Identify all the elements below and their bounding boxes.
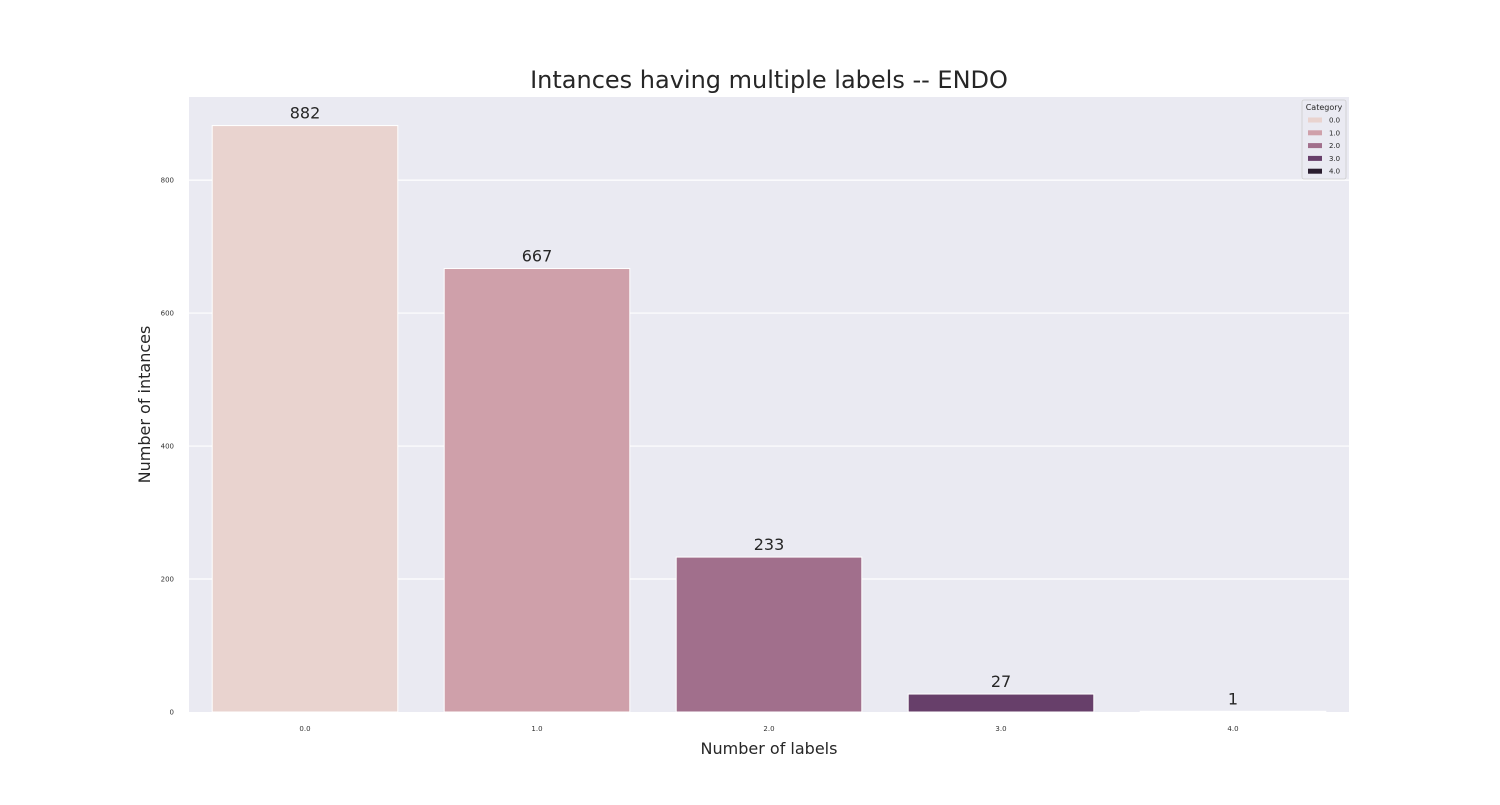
y-tick-label: 400: [161, 443, 174, 451]
y-tick-label: 200: [161, 576, 174, 584]
chart-title: Intances having multiple labels -- ENDO: [530, 66, 1008, 94]
legend-swatch: [1308, 117, 1322, 123]
legend-entry-label: 2.0: [1329, 142, 1340, 150]
bar: [443, 268, 631, 713]
bar: [907, 693, 1095, 713]
legend-entry-label: 0.0: [1329, 117, 1340, 125]
legend-entry-label: 3.0: [1329, 155, 1340, 163]
x-tick-label: 2.0: [763, 725, 774, 733]
bar-value-label: 667: [522, 247, 553, 266]
bar-value-label: 27: [991, 672, 1011, 691]
x-axis-label: Number of labels: [701, 739, 838, 758]
legend-entry-label: 1.0: [1329, 129, 1340, 137]
x-tick-label: 1.0: [531, 725, 542, 733]
bars: [211, 125, 1327, 713]
legend-swatch: [1308, 155, 1322, 161]
y-tick-label: 0: [170, 709, 174, 717]
bar: [1139, 710, 1327, 713]
x-tick-label: 3.0: [995, 725, 1006, 733]
legend-title: Category: [1306, 103, 1343, 112]
bar: [675, 556, 863, 713]
legend: Category 0.0 1.0 2.0 3.0 4.0: [1301, 99, 1347, 180]
y-tick-label: 600: [161, 310, 174, 318]
legend-swatch: [1308, 168, 1322, 174]
legend-entry-label: 4.0: [1329, 168, 1340, 176]
bar-value-label: 882: [290, 104, 321, 123]
bar: [211, 125, 399, 713]
x-tick-label: 4.0: [1227, 725, 1238, 733]
legend-swatch: [1308, 143, 1322, 149]
y-axis-ticks: 0 200 400 600 800: [161, 177, 174, 717]
y-axis-label: Number of intances: [135, 326, 154, 484]
legend-swatch: [1308, 130, 1322, 136]
x-tick-label: 0.0: [299, 725, 310, 733]
legend-entries: 0.0 1.0 2.0 3.0 4.0: [1308, 117, 1340, 176]
bar-value-label: 233: [754, 535, 785, 554]
x-axis-ticks: 0.0 1.0 2.0 3.0 4.0: [299, 725, 1238, 733]
y-tick-label: 800: [161, 177, 174, 185]
bar-value-label: 1: [1228, 689, 1238, 708]
bar-labels: 882 667 233 27 1: [290, 104, 1238, 709]
